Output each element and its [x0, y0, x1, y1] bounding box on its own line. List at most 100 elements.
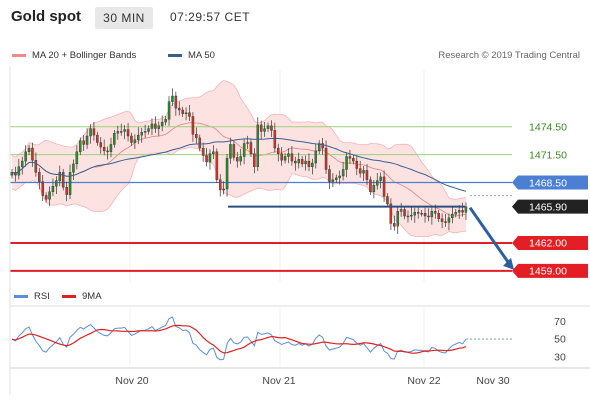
scenario-arrow [468, 206, 512, 266]
candle-body [78, 140, 82, 153]
candle-body [164, 119, 167, 123]
candle-body [21, 160, 24, 167]
candle-body [99, 142, 102, 148]
candle-body [420, 212, 423, 215]
legend-item-9ma: 9MA [62, 291, 102, 302]
candle-body [44, 195, 48, 200]
rsi-legend: RSI 9MA [0, 291, 300, 305]
candle-body [464, 206, 468, 213]
rsi-ma-line [11, 324, 467, 354]
candle-body [314, 150, 318, 164]
candle-body [113, 132, 116, 145]
candle-body [294, 160, 297, 164]
candle-body [232, 144, 236, 158]
candle-body [208, 153, 212, 163]
candle-body [270, 125, 273, 131]
candle-body [355, 160, 359, 169]
candle-body [201, 147, 205, 156]
candle-body [290, 153, 294, 162]
candle-body [372, 185, 376, 193]
price-label-green-line: 1474.50 [529, 122, 567, 134]
candle-body [181, 109, 184, 114]
candle-body [160, 121, 164, 126]
rsi-tick-label: 70 [554, 316, 566, 328]
x-tick-label: Nov 20 [115, 375, 148, 387]
candle-body [283, 156, 287, 161]
candle-body [119, 131, 123, 133]
candle-body [393, 223, 396, 227]
candle-body [328, 169, 331, 182]
candle-body [198, 137, 201, 149]
candle-body [348, 156, 352, 159]
candle-body [55, 180, 58, 187]
candle-body [300, 159, 304, 165]
candle-body [440, 218, 444, 222]
rsi-tick-label: 30 [554, 352, 566, 364]
candle-body [229, 144, 232, 159]
candle-body [82, 140, 85, 145]
price-label-red-line: 1459.00 [529, 266, 567, 278]
candle-body [177, 107, 181, 111]
candle-body [338, 175, 341, 179]
candle-body [263, 128, 266, 132]
candle-body [406, 215, 410, 218]
candle-body [222, 188, 225, 191]
candle-body [225, 158, 229, 190]
rsi-panel: 70 50 30 [10, 305, 590, 366]
candle-body [273, 130, 277, 149]
candle-body [335, 177, 338, 180]
candle-body [130, 135, 133, 143]
candle-body [184, 112, 188, 115]
candle-body [167, 101, 171, 120]
candle-body [58, 172, 62, 181]
candle-body [212, 151, 215, 154]
candle-body [403, 209, 406, 217]
candle-body [331, 179, 335, 182]
ma9-label: 9MA [82, 291, 102, 302]
candles-layer [10, 88, 468, 234]
ma20-swatch [12, 54, 26, 57]
candle-body [259, 124, 263, 132]
candle-body [188, 112, 191, 117]
candle-body [246, 142, 249, 144]
candle-body [430, 211, 434, 218]
candle-body [51, 185, 55, 192]
candle-body [147, 128, 150, 132]
candle-body [171, 95, 174, 102]
bollinger-upper [11, 80, 467, 200]
candle-body [280, 153, 283, 161]
candle-body [65, 186, 68, 195]
candle-body [437, 212, 440, 219]
candle-body [256, 124, 260, 167]
candle-body [369, 179, 372, 192]
rsi-swatch [14, 295, 28, 298]
candle-body [410, 214, 413, 217]
candle-body [106, 150, 109, 153]
candle-body [143, 131, 147, 133]
price-label-last-price: 1465.90 [529, 201, 567, 213]
x-tick-label: Nov 21 [262, 375, 295, 387]
legend-item-ma50: MA 50 [168, 50, 215, 61]
candle-body [195, 133, 198, 139]
clock-readout: 07:29:57 CET [170, 10, 251, 24]
candle-body [92, 128, 96, 136]
candle-body [318, 143, 321, 152]
ma50-swatch [168, 54, 182, 57]
candle-body [434, 211, 437, 214]
candle-body [358, 168, 362, 174]
rsi-line [11, 316, 467, 361]
candle-body [157, 125, 160, 129]
candle-body [365, 170, 369, 180]
candle-body [126, 129, 130, 137]
candle-body [24, 151, 27, 162]
candle-body [362, 170, 365, 174]
candle-body [249, 142, 253, 154]
candle-body [27, 147, 31, 153]
ma9-swatch [62, 295, 76, 298]
candle-body [382, 176, 386, 197]
candle-body [304, 160, 307, 165]
candle-body [399, 209, 403, 212]
timeframe-button[interactable]: 30 MIN [95, 7, 153, 29]
candle-body [109, 144, 113, 152]
